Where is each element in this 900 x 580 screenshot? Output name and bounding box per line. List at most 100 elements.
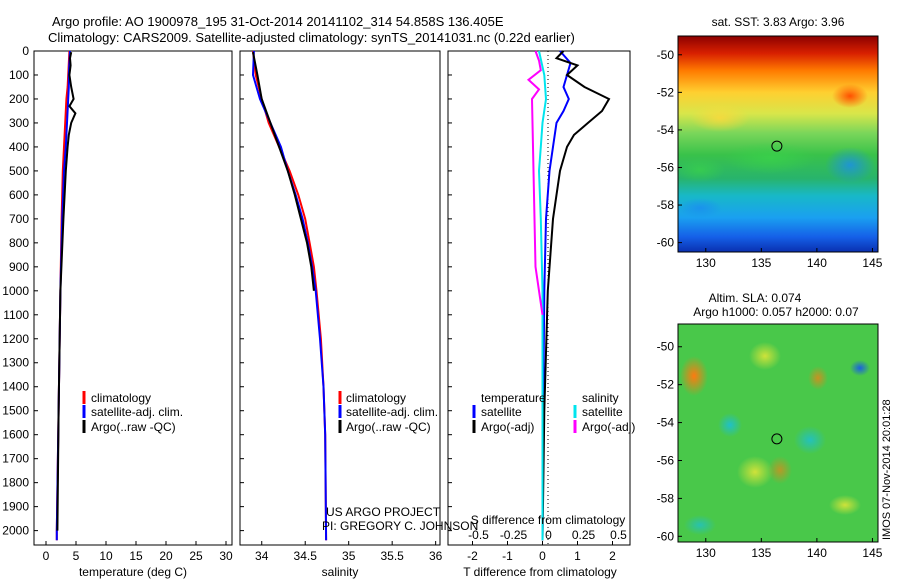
depth-tick-label: 800 [9, 236, 29, 250]
legend-s-satellite: satellite [582, 405, 623, 419]
lat-tick-label: -50 [657, 48, 675, 62]
lon-tick-label: 145 [862, 546, 882, 560]
legend-satellite-adj: satellite-adj. clim. [91, 405, 183, 419]
depth-tick-label: 0 [22, 44, 29, 58]
salinity-x-axis: 34 34.5 35 35.5 36 [255, 541, 443, 563]
x-tick-label: 35.5 [380, 549, 404, 563]
salinity-xlabel: salinity [322, 565, 359, 579]
x-tick-label: 36 [429, 549, 443, 563]
sst-map-frame [677, 35, 879, 253]
lat-tick-label: -54 [657, 123, 675, 137]
sst-map-axes: 130 135 140 145 -50 -52 -54 -56 -58 -60 [657, 48, 883, 270]
s-tick-label: -0.5 [468, 528, 489, 542]
depth-tick-label: 1400 [2, 380, 29, 394]
sla-map-title-2: Argo h1000: 0.057 h2000: 0.07 [693, 305, 859, 319]
legend-s-argo: Argo(-adj) [582, 420, 635, 434]
difference-legend: temperature satellite Argo(-adj) salinit… [472, 391, 635, 434]
legend-climatology: climatology [91, 391, 151, 405]
difference-x-axis: -2 -1 0 1 2 -0.5 -0.25 0 0.25 0.5 [467, 528, 627, 563]
lat-tick-label: -56 [657, 160, 675, 174]
x-tick-label: 25 [189, 549, 203, 563]
x-tick-label: 10 [99, 549, 113, 563]
temperature-xlabel: temperature (deg C) [79, 565, 187, 579]
depth-tick-label: 900 [9, 260, 29, 274]
depth-tick-label: 1900 [2, 500, 29, 514]
depth-tick-label: 200 [9, 92, 29, 106]
series-line-argo-adj [526, 50, 544, 315]
lat-tick-label: -52 [657, 85, 675, 99]
lon-tick-label: 145 [862, 256, 882, 270]
temperature-legend: climatology satellite-adj. clim. Argo(..… [82, 391, 183, 434]
x-tick-label: 35 [342, 549, 356, 563]
header-line-1: Argo profile: AO 1900978_195 31-Oct-2014… [52, 14, 504, 29]
argo-position-marker [771, 433, 783, 445]
lat-tick-label: -60 [657, 236, 675, 250]
sst-map-title: sat. SST: 3.83 Argo: 3.96 [712, 15, 845, 29]
x-tick-label: 2 [609, 549, 616, 563]
depth-tick-label: 100 [9, 68, 29, 82]
sla-map-axes: 130 135 140 145 -50 -52 -54 -56 -58 -60 [657, 340, 883, 560]
salinity-legend: climatology satellite-adj. clim. Argo(..… [338, 391, 438, 434]
difference-xlabel-top: S difference from climatology [471, 513, 626, 527]
lat-tick-label: -58 [657, 491, 675, 505]
depth-tick-label: 700 [9, 212, 29, 226]
x-tick-label: 34 [255, 549, 269, 563]
depth-tick-label: 500 [9, 164, 29, 178]
lon-tick-label: 140 [807, 546, 827, 560]
legend-argo: Argo(..raw -QC) [346, 420, 431, 434]
series-line-argo-raw-qc [56, 52, 77, 531]
x-tick-label: -2 [467, 549, 478, 563]
lat-tick-label: -50 [657, 340, 675, 354]
series-line-satellite-adj-clim [251, 50, 328, 541]
lat-tick-label: -54 [657, 416, 675, 430]
legend-t-argo: Argo(-adj) [481, 420, 534, 434]
x-tick-label: 0 [539, 549, 546, 563]
x-tick-label: 30 [219, 549, 233, 563]
salinity-series [251, 50, 328, 541]
project-credit: US ARGO PROJECT [326, 505, 441, 519]
lon-tick-label: 130 [696, 256, 716, 270]
lon-tick-label: 140 [807, 256, 827, 270]
depth-tick-label: 1200 [2, 332, 29, 346]
lat-tick-label: -58 [657, 198, 675, 212]
legend-argo: Argo(..raw -QC) [91, 420, 176, 434]
series-line-satellite [537, 50, 548, 541]
depth-tick-label: 1700 [2, 452, 29, 466]
sla-map-title-1: Altim. SLA: 0.074 [709, 291, 802, 305]
imos-stamp: IMOS 07-Nov-2014 20:01:28 [881, 399, 893, 540]
x-tick-label: 34.5 [294, 549, 318, 563]
lon-tick-label: 135 [751, 256, 771, 270]
argo-position-marker [771, 140, 783, 152]
lat-tick-label: -56 [657, 453, 675, 467]
temperature-x-axis: 0 5 10 15 20 25 30 [43, 541, 233, 563]
x-tick-label: 5 [73, 549, 80, 563]
lon-tick-label: 135 [751, 546, 771, 560]
x-tick-label: 20 [159, 549, 173, 563]
s-tick-label: -0.25 [500, 528, 528, 542]
x-tick-label: 15 [129, 549, 143, 563]
depth-axis: 0 100 200 300 400 500 600 700 800 900 1000 1100 1200… [2, 44, 452, 538]
depth-tick-label: 2000 [2, 524, 29, 538]
x-tick-label: 1 [574, 549, 581, 563]
temperature-panel-frame [33, 50, 233, 546]
header-line-2: Climatology: CARS2009. Satellite-adjuste… [48, 30, 575, 45]
s-tick-label: 0 [545, 528, 552, 542]
depth-tick-label: 1600 [2, 428, 29, 442]
depth-tick-label: 1100 [3, 308, 29, 322]
depth-tick-label: 600 [9, 188, 29, 202]
depth-tick-label: 400 [9, 140, 29, 154]
depth-tick-label: 1300 [2, 356, 29, 370]
x-tick-label: -1 [502, 549, 513, 563]
legend-salinity-title: salinity [582, 391, 619, 405]
depth-tick-label: 1500 [2, 404, 29, 418]
difference-panel-frame [447, 50, 631, 546]
sst-map [675, 35, 879, 253]
series-line-argo-adj [541, 50, 611, 541]
lat-tick-label: -52 [657, 378, 675, 392]
depth-tick-label: 1000 [2, 284, 29, 298]
sla-map-frame [677, 323, 879, 543]
s-tick-label: 0.5 [610, 528, 627, 542]
sla-map [677, 323, 879, 543]
difference-xlabel: T difference from climatology [463, 565, 617, 579]
